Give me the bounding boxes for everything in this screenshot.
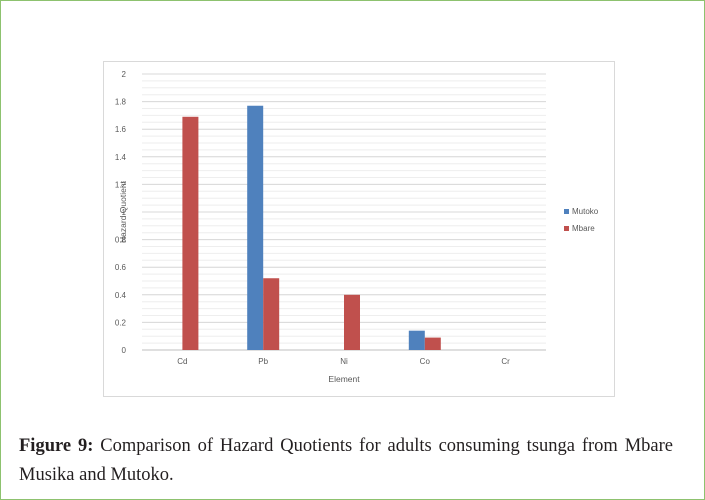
caption-text: Comparison of Hazard Quotients for adult… bbox=[19, 436, 674, 485]
y-tick-label: 1.2 bbox=[115, 180, 127, 189]
y-tick-label: 1 bbox=[122, 208, 127, 217]
y-tick-label: 0.8 bbox=[115, 236, 127, 245]
x-tick-label: Ni bbox=[340, 357, 348, 366]
y-axis-title: Hazard Quotient bbox=[118, 180, 128, 243]
y-tick-label: 1.6 bbox=[115, 125, 127, 134]
legend-label-mutoko: Mutoko bbox=[572, 207, 599, 216]
y-tick-label: 0.2 bbox=[115, 318, 127, 327]
x-axis-title: Element bbox=[328, 374, 360, 384]
y-tick-label: 0.4 bbox=[115, 291, 127, 300]
legend-swatch-mutoko bbox=[564, 209, 569, 214]
x-tick-label: Cd bbox=[177, 357, 187, 366]
chart-svg: 0 0.2 0.4 0.6 0.8 1 1.2 1.4 1.6 1.8 2 Cd Pb Ni Co Cr Ele… bbox=[115, 70, 599, 384]
y-tick-label: 1.8 bbox=[115, 98, 127, 107]
x-tick-label: Pb bbox=[258, 357, 268, 366]
x-tick-label: Co bbox=[420, 357, 431, 366]
bar-mutoko-co bbox=[408, 330, 425, 350]
chart-area: 0 0.2 0.4 0.6 0.8 1 1.2 1.4 1.6 1.8 2 Cd Pb Ni Co Cr Ele… bbox=[103, 61, 615, 397]
y-tick-label: 0.6 bbox=[115, 263, 127, 272]
x-tick-label: Cr bbox=[501, 357, 510, 366]
y-tick-label: 2 bbox=[122, 70, 127, 79]
bar-mbare-ni bbox=[344, 294, 360, 350]
bar-mbare-co bbox=[424, 337, 441, 350]
bar-mbare-pb bbox=[263, 278, 280, 350]
caption-label: Figure 9: bbox=[19, 436, 94, 456]
legend-swatch-mbare bbox=[564, 226, 569, 231]
y-tick-label: 0 bbox=[122, 346, 127, 355]
figure-caption: Figure 9: Comparison of Hazard Quotients… bbox=[19, 432, 673, 490]
bar-mbare-cd bbox=[182, 116, 199, 350]
legend-label-mbare: Mbare bbox=[572, 224, 595, 233]
y-tick-label: 1.4 bbox=[115, 153, 127, 162]
bar-mutoko-pb bbox=[247, 105, 264, 350]
